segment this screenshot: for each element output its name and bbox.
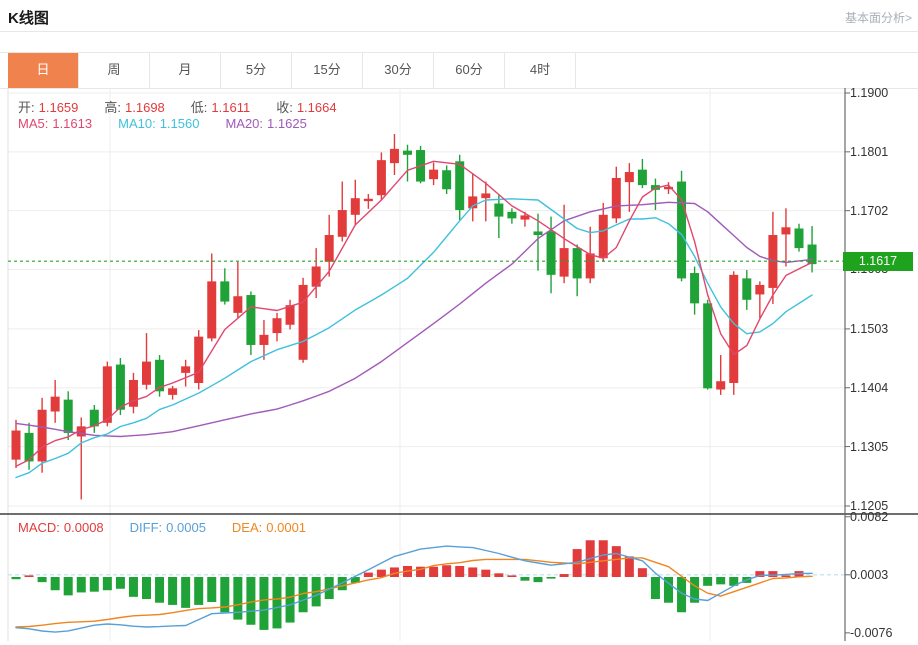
tab-30分[interactable]: 30分 <box>363 53 434 88</box>
y-axis-label: -0.0076 <box>850 625 893 640</box>
tab-15分[interactable]: 15分 <box>292 53 363 88</box>
ma-legend-label: MA10: <box>118 116 156 131</box>
tab-4时[interactable]: 4时 <box>505 53 576 88</box>
ma-legend-value: 1.1625 <box>267 116 307 131</box>
ma-legend-label: MA20: <box>225 116 264 131</box>
macd-legend-value: 0.0005 <box>166 520 206 535</box>
tab-60分[interactable]: 60分 <box>434 53 505 88</box>
y-axis-label: 1.1503 <box>850 321 889 336</box>
ohlc-legend: 开: 1.1659 高: 1.1698 低: 1.1611 收: 1.1664 <box>18 97 341 116</box>
ma-legend-label: MA5: <box>18 116 49 131</box>
ohlc-legend-label: 低: <box>190 100 208 115</box>
y-axis-label: 0.0003 <box>850 567 889 582</box>
macd-legend: MACD: 0.0008 DIFF: 0.0005 DEA: 0.0001 <box>18 520 310 535</box>
tab-月[interactable]: 月 <box>150 53 221 88</box>
ohlc-legend-value: 1.1611 <box>211 100 251 115</box>
y-axis-label: 1.1801 <box>850 144 889 159</box>
tab-5分[interactable]: 5分 <box>221 53 292 88</box>
ma-legend-value: 1.1613 <box>52 116 93 131</box>
ma-legend-value: 1.1560 <box>159 116 200 131</box>
current-price-badge: 1.1617 <box>843 251 913 271</box>
ohlc-legend-value: 1.1698 <box>125 100 165 115</box>
y-axis-label: 1.1205 <box>850 498 889 513</box>
macd-legend-value: 0.0008 <box>63 520 104 535</box>
page-title: K线图 <box>8 10 49 27</box>
interval-tabs: 日周月 5分 15分 30分 60分 4时 <box>8 53 576 88</box>
ohlc-legend-label: 开: <box>18 100 35 115</box>
tab-日[interactable]: 日 <box>8 53 79 88</box>
y-axis-label: 1.1404 <box>850 380 889 395</box>
macd-legend-label: MACD: <box>18 520 60 535</box>
ma-legend: MA5: 1.1613 MA10: 1.1560 MA20: 1.1625 <box>18 116 311 131</box>
ohlc-legend-value: 1.1664 <box>296 100 337 115</box>
macd-legend-label: DIFF: <box>129 520 163 535</box>
y-axis-label: 1.1702 <box>850 203 889 218</box>
y-axis-label: 1.1900 <box>850 86 889 100</box>
fundamental-analysis-link[interactable]: 基本面分析> <box>844 11 912 25</box>
y-axis-label: 1.1305 <box>850 439 889 454</box>
macd-legend-value: 0.0001 <box>266 520 307 535</box>
ohlc-legend-value: 1.1659 <box>38 100 79 115</box>
ohlc-legend-label: 高: <box>104 100 122 115</box>
macd-legend-label: DEA: <box>231 520 263 535</box>
tab-周[interactable]: 周 <box>79 53 150 88</box>
y-axis-label: 0.0082 <box>850 509 889 524</box>
ohlc-legend-label: 收: <box>276 100 293 115</box>
